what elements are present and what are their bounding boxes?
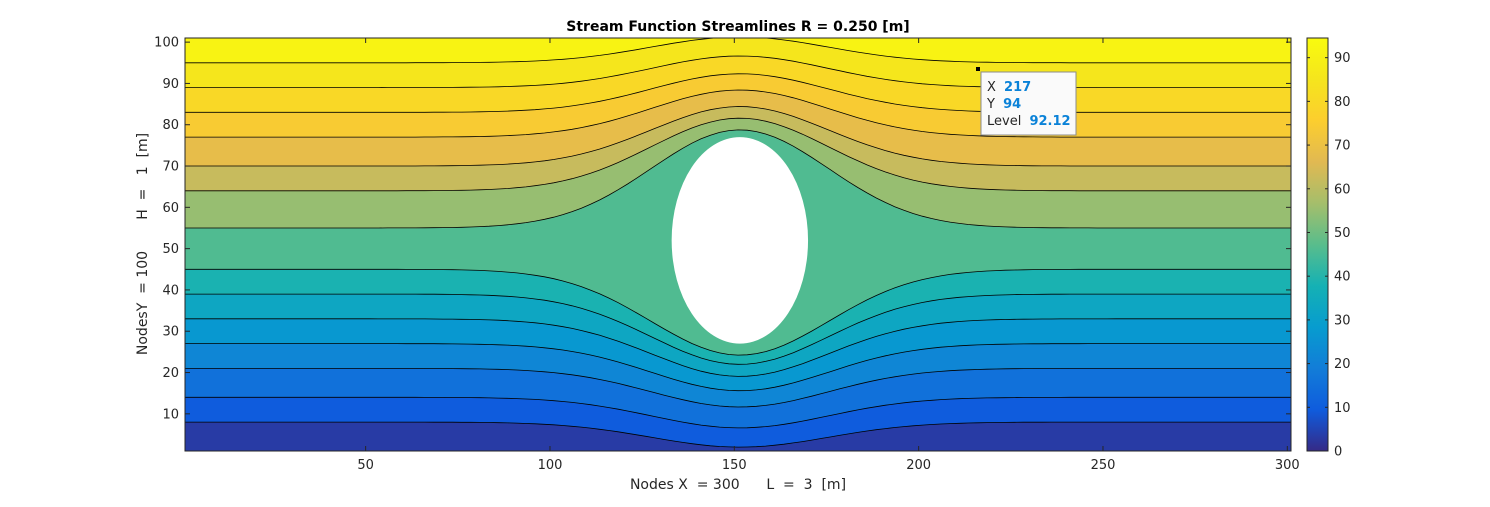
x-axis-ticks: 50 100 150 200 250 300 [357,38,1300,473]
colorbar-tick-label: 40 [1334,270,1351,285]
svg-text:X 217: X 217 [987,80,1031,95]
colorbar-ticks: 0 10 20 30 40 50 60 70 80 90 [1307,51,1351,460]
y-tick-label: 40 [162,283,179,298]
data-tip[interactable]: X 217 Y 94 Level 92.12 [976,67,1077,136]
colorbar-frame [1306,37,1329,452]
chart-title: Stream Function Streamlines R = 0.250 [m… [566,19,909,35]
plot-area[interactable] [185,37,1291,451]
data-tip-box [980,71,1077,136]
x-tick-label: 50 [357,458,374,473]
cylinder-obstacle [671,137,809,344]
colorbar-tick-label: 80 [1334,95,1351,110]
contour-line [185,55,1291,88]
contour-line [185,106,1291,167]
y-tick-label: 20 [162,366,179,381]
contour-line [185,293,1291,365]
y-tick-label: 10 [162,407,179,422]
x-tick-label: 150 [722,458,747,473]
colorbar-tick-label: 50 [1334,226,1351,241]
y-tick-label: 70 [162,160,179,175]
contour-lines [185,38,1291,448]
y-axis-label: NodesY = 100 H = 1 [m] [135,133,151,355]
contour-line [185,368,1291,408]
data-tip-y-value: 94 [1003,97,1021,112]
data-tip-level-label: Level [987,114,1021,129]
colorbar-tick-label: 10 [1334,401,1351,416]
contour-line [185,343,1291,392]
contour-line [185,318,1291,377]
svg-text:Y 94: Y 94 [986,97,1021,112]
colorbar[interactable]: 0 10 20 30 40 50 60 70 80 90 [1306,37,1351,460]
colorbar-tick-label: 70 [1334,139,1351,154]
data-tip-x-value: 217 [1004,80,1031,95]
plot-frame [184,37,1292,452]
x-tick-label: 300 [1275,458,1300,473]
data-tip-level-value: 92.12 [1029,114,1070,129]
colorbar-gradient [1307,38,1328,451]
contour-line [185,89,1291,138]
colorbar-tick-label: 0 [1334,445,1342,460]
y-tick-label: 50 [162,242,179,257]
contour-line [185,268,1291,356]
data-tip-y-label: Y [986,97,995,112]
y-tick-label: 30 [162,325,179,340]
contour-line [185,129,1291,229]
y-tick-label: 80 [162,118,179,133]
colorbar-tick-label: 20 [1334,357,1351,372]
contour-line [185,421,1291,448]
data-tip-marker [976,67,980,71]
y-tick-label: 60 [162,201,179,216]
contour-line [185,38,1291,64]
svg-text:Level 92.12: Level 92.12 [987,114,1071,129]
y-tick-label: 100 [154,36,179,51]
colorbar-tick-label: 30 [1334,313,1351,328]
colorbar-tick-label: 90 [1334,51,1351,66]
y-tick-label: 90 [162,77,179,92]
contour-line [185,73,1291,113]
x-tick-label: 250 [1091,458,1116,473]
contour-line [185,396,1291,429]
x-tick-label: 100 [538,458,563,473]
colorbar-tick-label: 60 [1334,182,1351,197]
y-axis-ticks: 10 20 30 40 50 60 70 80 90 100 [154,36,1291,422]
x-tick-label: 200 [906,458,931,473]
contour-line [185,117,1291,192]
data-tip-x-label: X [987,80,996,95]
x-axis-label: Nodes X = 300 L = 3 [m] [630,477,846,493]
